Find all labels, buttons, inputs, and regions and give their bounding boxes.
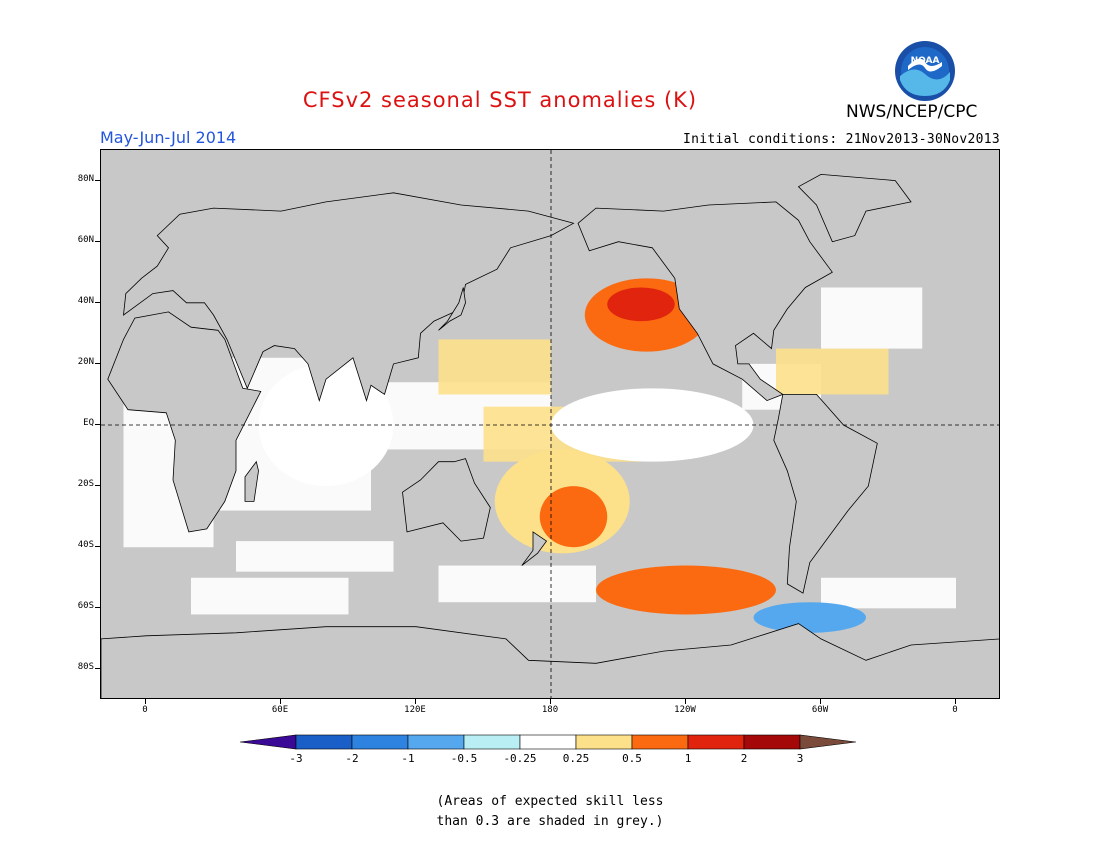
lat-tick-label: 40S bbox=[77, 540, 94, 551]
logo-text: NOAA bbox=[911, 56, 940, 66]
lat-tick-mark bbox=[95, 424, 100, 425]
lon-tick-label: 180 bbox=[541, 705, 559, 715]
anomaly-north-pacific-core bbox=[607, 287, 675, 322]
colorbar-bin-6 bbox=[575, 734, 633, 750]
lat-tick-label: 20N bbox=[77, 356, 94, 367]
lon-tick-label: 0 bbox=[142, 705, 148, 715]
lon-tick-mark bbox=[685, 699, 686, 704]
lon-tick-mark bbox=[280, 699, 281, 704]
land-south-america bbox=[773, 393, 878, 594]
colorbar-arrow-high bbox=[799, 734, 857, 750]
ocean-patch-9 bbox=[191, 577, 349, 615]
colorbar-tick-label: 0.25 bbox=[562, 752, 590, 765]
colorbar bbox=[239, 734, 857, 750]
initial-conditions-label: Initial conditions: 21Nov2013-30Nov2013 bbox=[683, 132, 1000, 147]
lat-tick-mark bbox=[95, 179, 100, 181]
ocean-patch-6 bbox=[776, 348, 889, 395]
lon-tick-mark bbox=[820, 699, 821, 704]
season-label: May-Jun-Jul 2014 bbox=[100, 128, 237, 147]
lon-tick-label: 120W bbox=[674, 705, 696, 715]
lat-tick-mark bbox=[95, 546, 100, 548]
land-north-america bbox=[577, 201, 833, 402]
colorbar-tick-label: 3 bbox=[796, 752, 804, 765]
lat-tick-mark bbox=[95, 240, 100, 242]
ocean-patch-8 bbox=[236, 541, 394, 572]
lat-tick-label: 60N bbox=[77, 234, 94, 245]
colorbar-tick-label: -0.5 bbox=[450, 752, 478, 765]
lon-tick-label: 120E bbox=[404, 705, 426, 715]
lat-tick-mark bbox=[95, 485, 100, 487]
agency-label: NWS/NCEP/CPC bbox=[846, 102, 978, 122]
lat-tick-label: 60S bbox=[77, 601, 94, 612]
colorbar-tick-label: -0.25 bbox=[503, 752, 537, 765]
noaa-logo: NOAA bbox=[894, 40, 956, 102]
land-japan bbox=[438, 287, 466, 331]
lat-tick-mark bbox=[95, 362, 100, 364]
colorbar-bin-8 bbox=[687, 734, 745, 750]
colorbar-bin-5 bbox=[519, 734, 577, 750]
lon-tick-label: 0 bbox=[952, 705, 958, 715]
anomaly-southern-ocean-band bbox=[596, 565, 776, 615]
colorbar-tick-label: 1 bbox=[684, 752, 692, 765]
ocean-patch-7 bbox=[821, 287, 923, 349]
anomaly-drake-passage-cool bbox=[753, 602, 866, 633]
colorbar-arrow-low bbox=[239, 734, 297, 750]
colorbar-bin-4 bbox=[463, 734, 521, 750]
lat-tick-label: 80N bbox=[77, 173, 94, 184]
sst-anomaly-map bbox=[100, 149, 1000, 699]
lon-tick-label: 60E bbox=[271, 705, 289, 715]
lon-tick-mark bbox=[415, 699, 416, 704]
land-new-zealand bbox=[521, 531, 548, 566]
colorbar-tick-label: -3 bbox=[289, 752, 303, 765]
lon-tick-mark bbox=[145, 699, 146, 704]
ocean-patch-10 bbox=[438, 565, 596, 603]
lat-tick-mark bbox=[95, 301, 100, 303]
land-africa bbox=[107, 311, 262, 533]
colorbar-bin-1 bbox=[295, 734, 353, 750]
lon-tick-mark bbox=[550, 699, 551, 704]
lat-tick-label: 20S bbox=[77, 479, 94, 490]
colorbar-tick-label: -1 bbox=[401, 752, 415, 765]
lat-tick-label: EQ bbox=[83, 418, 94, 428]
anomaly-south-pacific-core bbox=[539, 486, 608, 548]
anomaly-equatorial-pacific-white bbox=[551, 388, 754, 462]
map-canvas bbox=[101, 150, 999, 698]
land-greenland bbox=[797, 173, 912, 243]
colorbar-tick-label: 0.5 bbox=[622, 752, 642, 765]
ocean-patch-11 bbox=[821, 577, 956, 609]
colorbar-bin-9 bbox=[743, 734, 801, 750]
land-antarctica bbox=[101, 623, 999, 698]
colorbar-tick-label: -2 bbox=[345, 752, 359, 765]
land-australia bbox=[402, 458, 491, 542]
ocean-patch-3 bbox=[438, 339, 551, 395]
colorbar-bin-7 bbox=[631, 734, 689, 750]
skill-note: (Areas of expected skill less than 0.3 a… bbox=[0, 792, 1100, 832]
lat-tick-label: 40N bbox=[77, 295, 94, 306]
skill-note-line-2: than 0.3 are shaded in grey.) bbox=[436, 814, 664, 829]
lat-tick-mark bbox=[95, 607, 100, 609]
colorbar-bin-2 bbox=[351, 734, 409, 750]
land-eurasia bbox=[123, 192, 575, 402]
lon-tick-label: 60W bbox=[811, 705, 829, 715]
lat-tick-mark bbox=[95, 668, 100, 670]
colorbar-bin-3 bbox=[407, 734, 465, 750]
land-madagascar bbox=[244, 460, 259, 502]
colorbar-tick-label: 2 bbox=[740, 752, 748, 765]
skill-note-line-1: (Areas of expected skill less bbox=[436, 794, 664, 809]
chart-title: CFSv2 seasonal SST anomalies (K) bbox=[302, 88, 698, 112]
lat-tick-label: 80S bbox=[77, 662, 94, 673]
lon-tick-mark bbox=[955, 699, 956, 704]
